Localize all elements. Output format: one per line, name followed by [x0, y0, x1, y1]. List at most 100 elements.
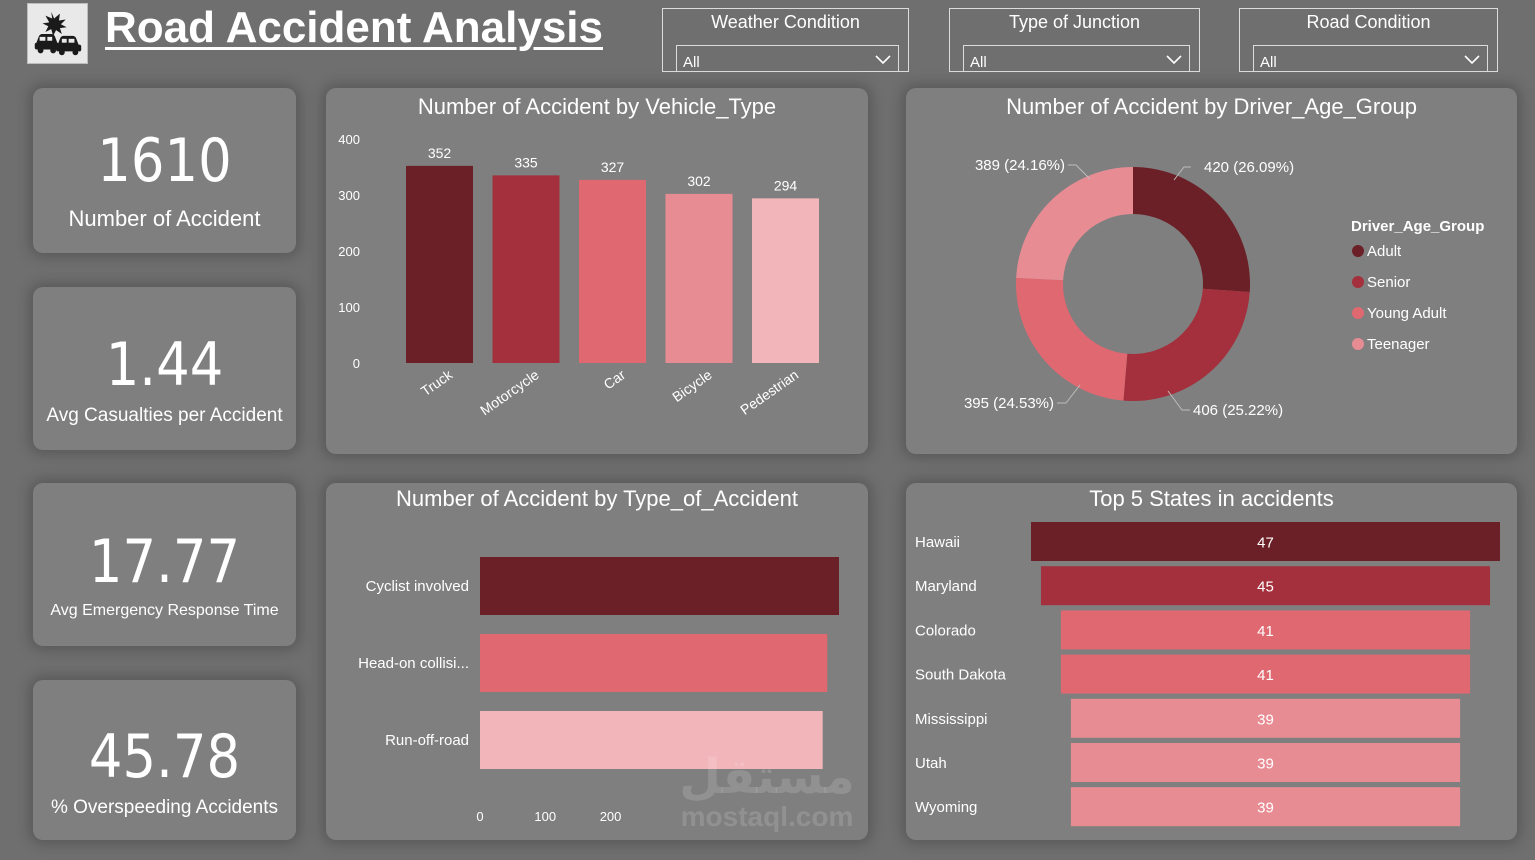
logo: [27, 3, 88, 64]
y-tick-label: 0: [353, 356, 360, 371]
bar-data-label: 39: [1257, 756, 1274, 773]
leader-line: [1068, 164, 1091, 180]
slice-data-label: 420 (26.09%): [1204, 159, 1294, 176]
chart-title: Top 5 States in accidents: [1089, 486, 1334, 511]
chart-title: Number of Accident by Driver_Age_Group: [1006, 94, 1417, 119]
y-tick-label: 100: [338, 300, 360, 315]
chevron-down-icon: [875, 55, 891, 65]
kpi-card-casualties: 1.44 Avg Casualties per Accident: [33, 287, 296, 450]
weather-condition-filter: Weather Condition All: [662, 8, 909, 72]
bar-data-label: 47: [1257, 535, 1274, 552]
state-label: Hawaii: [915, 534, 960, 551]
y-tick-label: Head-on collisi...: [358, 655, 469, 672]
vehicle-type-plot: 0 100 200 300 400 352 Truck 335 Motorcycle 327 Car…: [338, 132, 819, 418]
weather-condition-label: Weather Condition: [711, 12, 860, 32]
slice-data-label: 395 (24.53%): [964, 395, 1054, 412]
x-tick-label: 100: [534, 809, 556, 824]
kpi-value: 1.44: [105, 330, 224, 400]
kpi-card-accidents: 1610 Number of Accident: [33, 88, 296, 253]
bar: [480, 634, 828, 692]
bar-data-label: 41: [1257, 667, 1274, 684]
page-title: Road Accident Analysis: [105, 3, 603, 52]
accident-type-plot: Cyclist involved Head-on collisi... Run-of…: [358, 557, 839, 824]
x-tick-label: Pedestrian: [737, 366, 801, 418]
state-label: Mississippi: [915, 711, 988, 728]
legend-item: Young Adult: [1367, 305, 1447, 322]
kpi-value: 17.77: [88, 527, 241, 597]
slice-data-label: 406 (25.22%): [1193, 402, 1283, 419]
bar: [1031, 522, 1500, 561]
donut-slice: [1015, 277, 1128, 401]
chart-title: Number of Accident by Vehicle_Type: [417, 94, 777, 119]
y-tick-label: 400: [338, 132, 360, 147]
kpi-card-overspeeding: 45.78 % Overspeeding Accidents: [33, 680, 296, 840]
legend-item: Adult: [1367, 243, 1402, 260]
top-states-plot: 47 Hawaii 45 Maryland 41 Colorado 41 South Dako…: [915, 522, 1500, 827]
bar: [1060, 654, 1471, 694]
junction-type-dropdown[interactable]: All: [963, 45, 1190, 72]
junction-type-value: All: [970, 54, 987, 71]
bar: [480, 557, 839, 615]
legend-marker: [1352, 245, 1364, 257]
x-tick-label: Motorcycle: [477, 366, 542, 418]
bar: [492, 175, 560, 363]
x-tick-label: Truck: [418, 366, 456, 399]
state-label: South Dakota: [915, 667, 1007, 684]
legend-title: Driver_Age_Group: [1351, 218, 1484, 235]
vehicle-type-chart: Number of Accident by Vehicle_Type 0 100 2…: [326, 88, 868, 454]
state-label: Wyoming: [915, 799, 977, 816]
y-tick-label: Cyclist involved: [366, 578, 469, 595]
bar: [1070, 743, 1461, 782]
kpi-value: 45.78: [88, 722, 241, 792]
bar-data-label: 302: [687, 173, 711, 189]
state-label: Colorado: [915, 622, 976, 639]
kpi-value: 1610: [97, 126, 232, 196]
y-tick-label: 300: [338, 188, 360, 203]
state-label: Utah: [915, 755, 947, 772]
driver-age-plot: 420 (26.09%) 406 (25.22%) 395 (24.53%) 389 …: [964, 157, 1484, 419]
chevron-down-icon: [1166, 55, 1182, 65]
bar: [1070, 698, 1461, 738]
bar-data-label: 327: [601, 159, 625, 175]
donut-slice: [1123, 288, 1250, 402]
x-tick-label: 200: [600, 809, 622, 824]
road-condition-label: Road Condition: [1306, 12, 1431, 32]
kpi-label: Number of Accident: [68, 206, 261, 231]
kpi-label: Avg Casualties per Accident: [46, 405, 283, 426]
bar-data-label: 41: [1257, 623, 1274, 640]
bar: [406, 165, 473, 363]
x-tick-label: Car: [601, 366, 629, 392]
accident-type-chart: Number of Accident by Type_of_Accident C…: [326, 483, 868, 840]
bar-data-label: 352: [428, 145, 452, 161]
chevron-down-icon: [1464, 55, 1480, 65]
bar: [665, 193, 733, 363]
car-crash-icon: [34, 11, 82, 56]
bar: [1040, 566, 1491, 606]
bar-data-label: 294: [774, 177, 798, 193]
legend-marker: [1352, 307, 1364, 319]
bar-data-label: 335: [514, 154, 538, 170]
weather-condition-value: All: [683, 54, 700, 71]
legend-marker: [1352, 338, 1364, 350]
bar-data-label: 45: [1257, 579, 1274, 596]
junction-type-label: Type of Junction: [1008, 12, 1141, 32]
legend-item: Teenager: [1367, 336, 1430, 353]
slice-data-label: 389 (24.16%): [975, 157, 1065, 174]
bar: [1070, 787, 1461, 827]
bar-data-label: 39: [1257, 800, 1274, 817]
driver-age-chart: Number of Accident by Driver_Age_Group 4…: [906, 88, 1517, 454]
bar: [480, 711, 823, 769]
top-states-chart: Top 5 States in accidents 47 Hawaii 45 Mary…: [906, 483, 1517, 840]
y-tick-label: Run-off-road: [385, 732, 469, 749]
kpi-label: % Overspeeding Accidents: [50, 797, 279, 818]
kpi-label: Avg Emergency Response Time: [50, 602, 279, 619]
weather-condition-dropdown[interactable]: All: [676, 45, 899, 72]
y-tick-label: 200: [338, 244, 360, 259]
junction-type-filter: Type of Junction All: [949, 8, 1200, 72]
leader-line: [1173, 166, 1191, 181]
legend-item: Senior: [1367, 274, 1410, 291]
chart-title: Number of Accident by Type_of_Accident: [396, 486, 798, 511]
leader-line: [1167, 390, 1190, 411]
road-condition-dropdown[interactable]: All: [1253, 45, 1488, 72]
bar-data-label: 39: [1257, 711, 1274, 728]
